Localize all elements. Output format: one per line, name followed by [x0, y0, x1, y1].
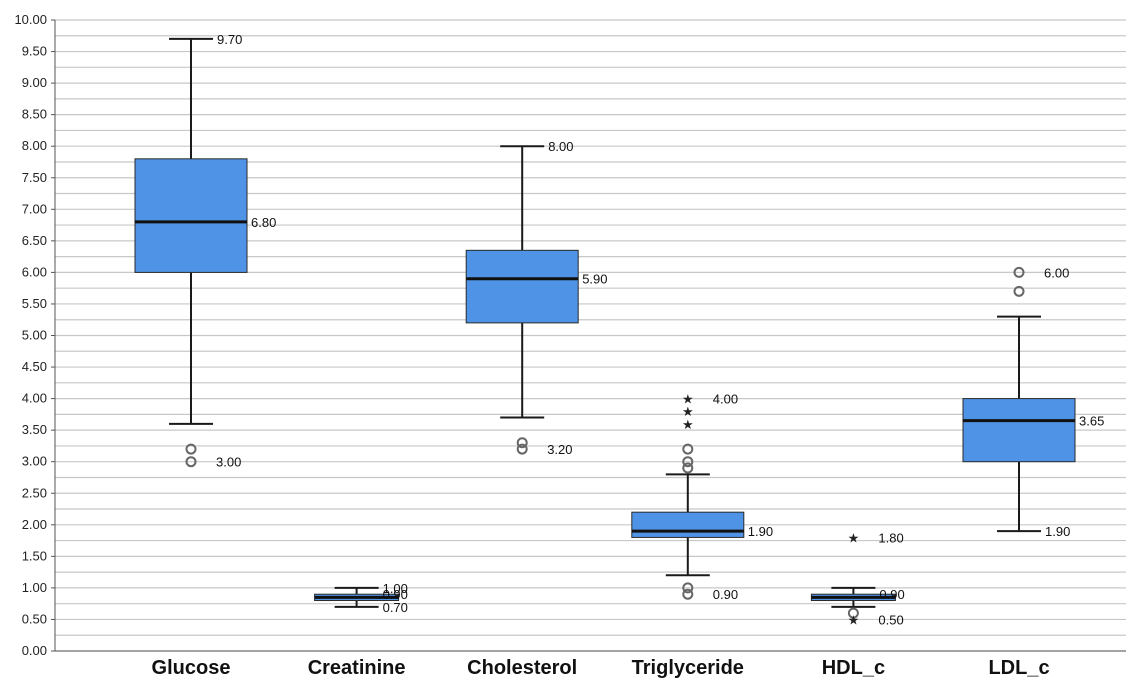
y-tick-label: 8.50 — [22, 107, 47, 122]
box-cholesterol — [465, 145, 579, 455]
data-label: 9.70 — [217, 32, 242, 47]
data-label: 6.80 — [251, 215, 276, 230]
y-tick-label: 7.50 — [22, 170, 47, 185]
extreme-point: ★ — [848, 613, 860, 628]
x-category-label: Creatinine — [308, 657, 406, 678]
data-label: 0.70 — [383, 600, 408, 615]
box-triglyceride: ★★★ — [631, 393, 745, 600]
extreme-point: ★ — [682, 405, 694, 420]
data-label: 3.65 — [1079, 414, 1104, 429]
y-tick-label: 1.50 — [22, 548, 47, 563]
data-label: 1.00 — [383, 581, 408, 596]
box-ldl-c — [962, 266, 1076, 533]
outlier-point — [516, 437, 528, 449]
y-tick-label: 9.50 — [22, 44, 47, 59]
outlier-point — [682, 582, 694, 594]
data-label: 0.50 — [878, 612, 903, 627]
data-label: 0.90 — [879, 587, 904, 602]
axis-layer: 0.00 0.50 1.00 1.50 2.00 2.50 3.00 3.50 4.00 4.50… — [14, 12, 1126, 658]
extreme-point: ★ — [848, 531, 860, 546]
outlier-point — [1013, 266, 1025, 278]
label-layer: Glucose9.706.803.00Creatinine1.000.900.7… — [152, 32, 1105, 678]
data-label: 0.90 — [713, 587, 738, 602]
y-tick-label: 1.00 — [22, 580, 47, 595]
outlier-point — [682, 443, 694, 455]
y-tick-label: 0.00 — [22, 643, 47, 658]
data-label: 1.90 — [1045, 524, 1070, 539]
iqr-box — [134, 158, 248, 273]
outlier-point — [516, 443, 528, 455]
y-tick-label: 8.00 — [22, 138, 47, 153]
y-tick-label: 6.00 — [22, 264, 47, 279]
box-hdl-c: ★★ — [810, 531, 896, 628]
y-tick-label: 0.50 — [22, 611, 47, 626]
x-category-label: Glucose — [152, 657, 231, 678]
y-tick-label: 10.00 — [14, 12, 47, 27]
box-layer: ★★★★★ — [134, 37, 1076, 628]
x-category-label: Triglyceride — [632, 657, 744, 678]
iqr-box — [465, 249, 579, 324]
outlier-point — [682, 456, 694, 468]
data-label: 6.00 — [1044, 265, 1069, 280]
y-tick-label: 2.00 — [22, 517, 47, 532]
x-category-label: HDL_c — [822, 657, 885, 678]
y-tick-label: 6.50 — [22, 233, 47, 248]
y-tick-label: 4.00 — [22, 391, 47, 406]
outlier-point — [682, 462, 694, 474]
y-tick-label: 3.00 — [22, 454, 47, 469]
data-label: 0.90 — [383, 587, 408, 602]
data-label: 3.20 — [547, 442, 572, 457]
extreme-point: ★ — [682, 393, 694, 408]
box-glucose — [134, 37, 248, 468]
data-label: 4.00 — [713, 392, 738, 407]
data-label: 1.80 — [878, 530, 903, 545]
x-category-label: LDL_c — [988, 657, 1049, 678]
extreme-point: ★ — [682, 418, 694, 433]
data-label: 3.00 — [216, 455, 241, 470]
data-label: 8.00 — [548, 139, 573, 154]
y-tick-label: 2.50 — [22, 485, 47, 500]
y-tick-label: 5.50 — [22, 296, 47, 311]
data-label: 5.90 — [582, 272, 607, 287]
box-creatinine — [314, 586, 400, 608]
outlier-point — [185, 443, 197, 455]
x-category-label: Cholesterol — [467, 657, 577, 678]
data-label: 1.90 — [748, 524, 773, 539]
y-tick-label: 3.50 — [22, 422, 47, 437]
iqr-box — [962, 398, 1076, 463]
y-tick-label: 4.50 — [22, 359, 47, 374]
outlier-point — [847, 607, 859, 619]
outlier-point — [1013, 285, 1025, 297]
grid-layer — [55, 19, 1126, 652]
iqr-box — [631, 511, 745, 538]
y-tick-label: 5.00 — [22, 328, 47, 343]
outlier-point — [682, 588, 694, 600]
outlier-point — [185, 456, 197, 468]
y-tick-label: 9.00 — [22, 75, 47, 90]
y-tick-label: 7.00 — [22, 201, 47, 216]
